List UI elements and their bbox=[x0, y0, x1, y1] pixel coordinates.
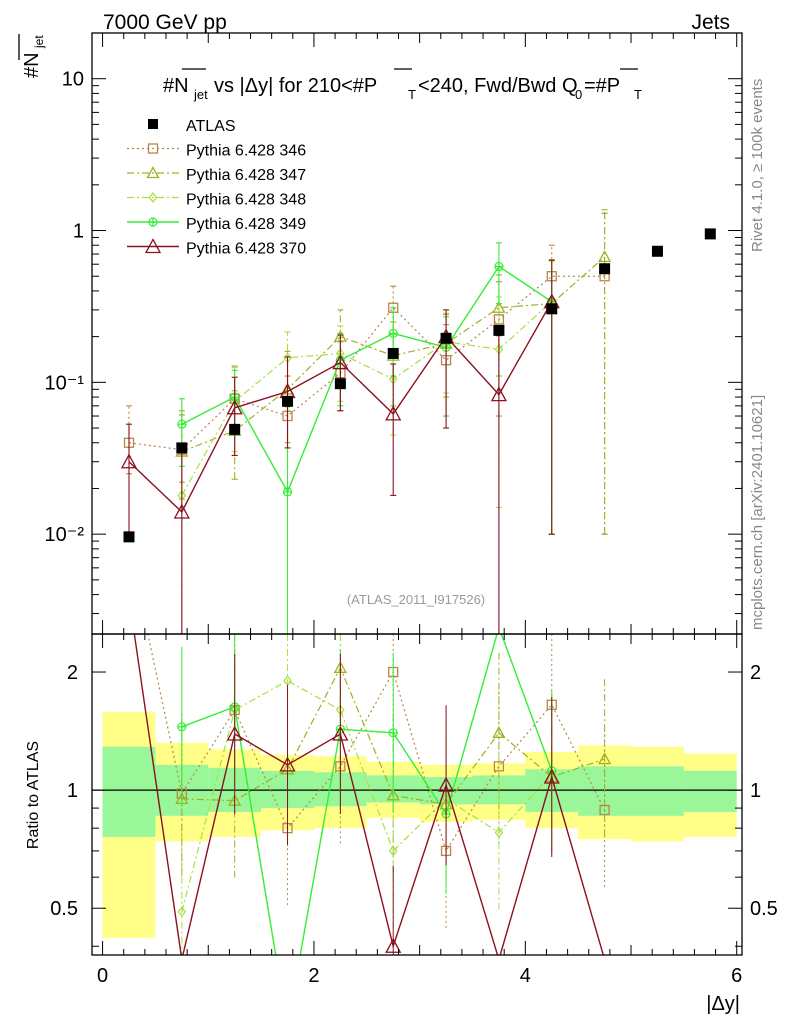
main-y-tick-label: 10⁻² bbox=[45, 524, 85, 546]
ratio-y-tick-label: 2 bbox=[67, 662, 78, 684]
uncertainty-band-inner bbox=[631, 766, 684, 816]
marker-triangle bbox=[598, 752, 612, 765]
x-axis-label: |Δy| bbox=[706, 993, 740, 1015]
uncertainty-band-inner bbox=[683, 770, 737, 812]
marker-diamond bbox=[388, 845, 398, 857]
marker-triangle bbox=[226, 725, 243, 741]
marker-diamond bbox=[494, 826, 504, 838]
marker-triangle bbox=[385, 937, 402, 953]
svg-text:vs |Δy| for 210<#P: vs |Δy| for 210<#P bbox=[214, 75, 377, 97]
svg-text:T: T bbox=[634, 87, 642, 102]
data-point-ATLAS bbox=[440, 332, 452, 344]
ratio-y-tick-label: 0.5 bbox=[50, 898, 78, 920]
data-point-ATLAS bbox=[282, 395, 294, 407]
data-point-ATLAS bbox=[176, 442, 188, 454]
mcplots-label: mcplots.cern.ch [arXiv:2401.10621] bbox=[749, 395, 766, 630]
marker-triangle bbox=[279, 756, 296, 772]
legend-label-347: Pythia 6.428 347 bbox=[186, 167, 306, 184]
data-point-ATLAS bbox=[493, 324, 505, 336]
svg-text:<240, Fwd/Bwd Q: <240, Fwd/Bwd Q bbox=[418, 75, 578, 97]
series-line-347 bbox=[181, 256, 605, 453]
svg-text:jet: jet bbox=[193, 87, 208, 102]
ratio-series-370 bbox=[133, 634, 605, 955]
legend-label-346: Pythia 6.428 346 bbox=[186, 143, 306, 160]
legend-label-349: Pythia 6.428 349 bbox=[186, 216, 306, 233]
x-tick-label: 0 bbox=[97, 965, 108, 987]
series-346 bbox=[123, 212, 610, 535]
svg-text:#N: #N bbox=[21, 52, 43, 78]
category-label: Jets bbox=[691, 11, 730, 34]
ratio-line-348 bbox=[181, 680, 553, 912]
data-point-ATLAS bbox=[546, 303, 558, 315]
marker-triangle bbox=[385, 405, 402, 421]
ratio-content bbox=[92, 634, 742, 955]
x-tick-label: 4 bbox=[520, 965, 531, 987]
series-ATLAS bbox=[123, 228, 716, 543]
data-point-ATLAS bbox=[704, 228, 716, 240]
data-point-ATLAS bbox=[334, 378, 346, 390]
legend-label-348: Pythia 6.428 348 bbox=[186, 192, 306, 209]
svg-text:=#P: =#P bbox=[584, 75, 620, 97]
marker-triangle bbox=[598, 250, 612, 263]
uncertainty-band-inner bbox=[102, 746, 156, 837]
marker-triangle bbox=[173, 503, 190, 519]
data-point-ATLAS bbox=[123, 531, 135, 543]
legend: ATLAS Pythia 6.428 346 Pythia 6.428 347 Pyt… bbox=[127, 118, 306, 258]
marker-triangle bbox=[226, 399, 243, 415]
marker-triangle bbox=[490, 386, 507, 402]
marker-triangle bbox=[146, 166, 160, 179]
ratio-y-tick-label-right: 2 bbox=[750, 662, 761, 684]
ratio-plot-area bbox=[92, 634, 742, 955]
marker-triangle bbox=[144, 238, 162, 254]
x-tick-label: 2 bbox=[308, 965, 319, 987]
marker-triangle bbox=[120, 453, 138, 469]
series-line-346 bbox=[128, 275, 605, 451]
analysis-label: (ATLAS_2011_I917526) bbox=[347, 592, 485, 607]
series-line-348 bbox=[181, 301, 553, 496]
marker-triangle bbox=[332, 725, 349, 741]
series-line-349 bbox=[181, 265, 553, 494]
svg-text:#N: #N bbox=[163, 75, 189, 97]
svg-text:0: 0 bbox=[575, 87, 582, 102]
data-point-ATLAS bbox=[651, 245, 663, 257]
data-point-ATLAS bbox=[599, 263, 611, 275]
legend-marker-ATLAS bbox=[148, 119, 158, 129]
main-y-tick-label: 1 bbox=[73, 221, 84, 243]
svg-text:T: T bbox=[408, 87, 416, 102]
ratio-y-tick-label: 1 bbox=[67, 780, 78, 802]
legend-label-370: Pythia 6.428 370 bbox=[186, 241, 306, 258]
svg-text:jet: jet bbox=[32, 35, 46, 49]
marker-square bbox=[147, 143, 159, 154]
marker-triangle bbox=[332, 354, 349, 370]
main-ylabel: #N jet bbox=[18, 34, 46, 78]
main-title: #N jet vs |Δy| for 210<#P T <240, Fwd/Bw… bbox=[163, 68, 642, 102]
data-point-ATLAS bbox=[387, 347, 399, 359]
legend-label-ATLAS: ATLAS bbox=[186, 118, 236, 135]
axes: 10⁻² 10⁻¹ 1 10 0.5 0.5 1 1 2 2 0 2 4 6 bbox=[45, 32, 778, 987]
marker-triangle bbox=[437, 776, 455, 792]
energy-label: 7000 GeV pp bbox=[103, 11, 227, 34]
main-y-tick-label: 10 bbox=[62, 69, 84, 91]
ratio-ylabel: Ratio to ATLAS bbox=[25, 741, 42, 849]
ratio-line-370 bbox=[133, 634, 605, 955]
ratio-y-tick-label-right: 0.5 bbox=[750, 898, 778, 920]
ratio-line-349 bbox=[181, 634, 553, 955]
ratio-frame bbox=[91, 633, 743, 956]
marker-triangle bbox=[492, 725, 506, 738]
marker-diamond bbox=[148, 192, 158, 203]
x-tick-label: 6 bbox=[731, 965, 742, 987]
data-point-ATLAS bbox=[229, 423, 241, 435]
marker-diamond bbox=[177, 906, 187, 918]
ratio-y-tick-label-right: 1 bbox=[750, 780, 761, 802]
main-plot-area bbox=[120, 209, 716, 634]
rivet-label: Rivet 4.1.0, ≥ 100k events bbox=[749, 79, 766, 252]
main-y-tick-label: 10⁻¹ bbox=[45, 372, 85, 394]
marker-triangle bbox=[543, 768, 560, 784]
